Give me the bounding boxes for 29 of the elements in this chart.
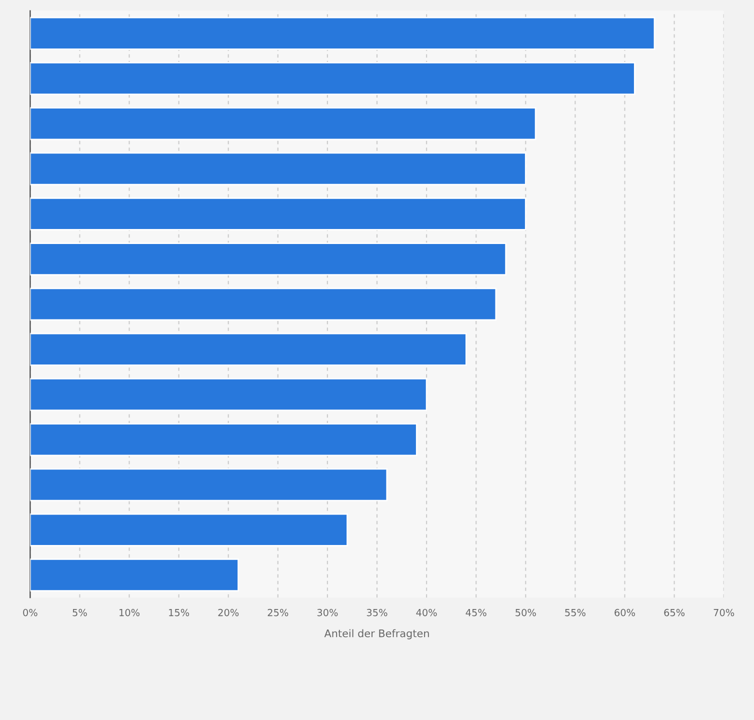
bar [30, 152, 526, 186]
x-tick-label: 0% [23, 608, 38, 616]
x-tick-label: 55% [565, 608, 586, 616]
x-tick-label: 65% [664, 608, 685, 616]
bar [30, 197, 526, 230]
x-tick-label: 20% [218, 608, 239, 616]
bar [30, 107, 536, 140]
x-tick-label: 60% [614, 608, 636, 616]
x-tick-label: 15% [169, 608, 190, 616]
bar [30, 332, 467, 366]
bar [30, 468, 388, 502]
bar [30, 513, 348, 546]
x-tick-label: 10% [120, 608, 140, 616]
bar [30, 242, 507, 276]
x-tick-label: 40% [416, 608, 437, 616]
bar [30, 288, 497, 321]
bar [30, 558, 239, 592]
x-tick-label: 25% [268, 608, 288, 616]
x-tick-label: 45% [466, 608, 486, 616]
x-axis-title: Anteil der Befragten [324, 629, 429, 640]
bar [30, 16, 656, 50]
x-tick-label: 5% [72, 608, 87, 616]
x-tick-label: 70% [714, 608, 734, 616]
bar [30, 378, 428, 411]
x-tick-label: 30% [317, 608, 338, 616]
x-tick-label: 50% [516, 608, 536, 616]
bar [30, 62, 636, 95]
x-tick-label: 35% [366, 608, 388, 616]
bar [30, 423, 418, 456]
